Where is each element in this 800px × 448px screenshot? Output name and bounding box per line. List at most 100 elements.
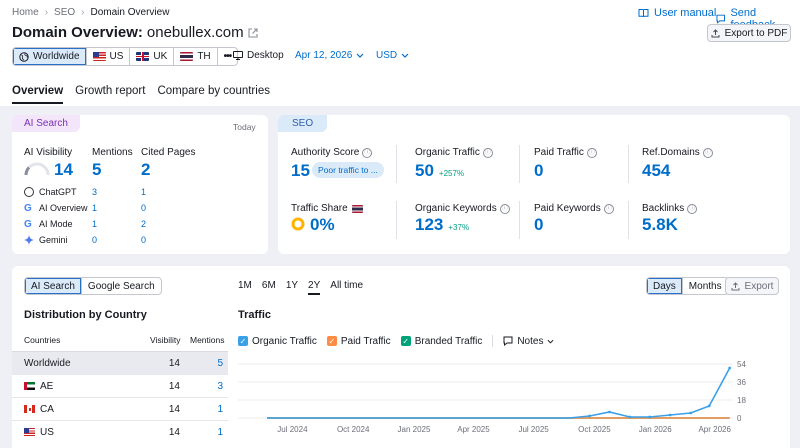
info-icon[interactable]: ⓘ: [499, 203, 510, 214]
x-tick-label: Jan 2026: [639, 425, 672, 434]
organic-traffic-delta: +257%: [438, 169, 465, 178]
more-regions-button[interactable]: •••: [223, 51, 232, 62]
table-row[interactable]: Worldwide 14 5: [12, 351, 228, 374]
paid-traffic-label: Paid Traffic: [534, 147, 584, 158]
traffic-share-value[interactable]: 0%: [310, 215, 335, 234]
region-th[interactable]: TH: [174, 48, 218, 65]
tab-overview[interactable]: Overview: [12, 85, 64, 104]
upload-icon: [711, 28, 720, 37]
ref-domains-value[interactable]: 454: [642, 161, 671, 180]
th-flag-icon: [180, 52, 194, 61]
info-icon[interactable]: ⓘ: [687, 203, 698, 214]
date-selector[interactable]: Apr 12, 2026: [295, 50, 364, 61]
gemini-icon: [24, 235, 34, 245]
table-row[interactable]: US 14 1: [12, 420, 228, 443]
row-mentions[interactable]: 1: [217, 426, 223, 438]
data-point: [588, 414, 591, 418]
data-point: [608, 410, 611, 414]
authority-score-value[interactable]: 15: [291, 161, 310, 180]
range-2y[interactable]: 2Y: [308, 280, 321, 295]
device-selector[interactable]: Desktop: [233, 50, 284, 61]
col-visibility: Visibility: [150, 335, 181, 345]
visibility-gauge-icon: [24, 162, 50, 176]
organic-keywords-delta: +37%: [448, 223, 470, 232]
checkbox-checked-icon: ✓: [238, 336, 248, 346]
platform-mentions[interactable]: 1: [92, 219, 98, 229]
cited-pages-value[interactable]: 2: [141, 160, 151, 179]
info-icon[interactable]: ⓘ: [586, 147, 597, 158]
toggle-months[interactable]: Months: [688, 280, 722, 292]
legend-organic-traffic[interactable]: ✓ Organic Traffic: [238, 336, 317, 347]
row-visibility: 14: [168, 426, 180, 438]
toggle-days[interactable]: Days: [647, 278, 683, 294]
paid-keywords-value[interactable]: 0: [534, 215, 544, 234]
authority-badge[interactable]: Poor traffic to ...: [312, 162, 384, 178]
seo-card: SEO Authority Score ⓘ 15 Poor traffic to…: [278, 115, 790, 254]
platform-cited[interactable]: 2: [141, 219, 147, 229]
notes-dropdown[interactable]: Notes: [503, 336, 554, 347]
ai-visibility-value[interactable]: 14: [54, 160, 73, 179]
row-mentions[interactable]: 1: [217, 403, 223, 415]
platform-cited[interactable]: 0: [141, 235, 147, 245]
currency-selector[interactable]: USD: [376, 50, 409, 61]
toggle-google-search[interactable]: Google Search: [87, 280, 155, 292]
checkbox-checked-icon: ✓: [326, 336, 337, 346]
page-title: Domain Overview: onebullex.com: [12, 24, 258, 41]
traffic-title: Traffic: [238, 309, 272, 321]
info-icon[interactable]: ⓘ: [603, 203, 614, 214]
info-icon[interactable]: ⓘ: [702, 147, 713, 158]
organic-traffic-metric: Organic Traffic ⓘ: [415, 147, 493, 158]
toggle-ai-search[interactable]: AI Search: [25, 278, 82, 294]
data-point: [707, 404, 711, 408]
traffic-chart[interactable]: 54 36 18 0 Jul 2024 Oct 2024 Jan 2025 Apr 2025 J…: [238, 356, 758, 448]
us-flag-icon: [92, 52, 106, 61]
organic-traffic-value[interactable]: 50: [415, 161, 434, 180]
paid-traffic-value[interactable]: 0: [534, 161, 544, 180]
region-worldwide[interactable]: Worldwide: [13, 48, 87, 65]
info-icon[interactable]: ⓘ: [362, 147, 373, 158]
export-pdf-button[interactable]: Export to PDF: [707, 24, 791, 42]
breadcrumb-seo[interactable]: SEO: [54, 7, 76, 18]
external-link-icon[interactable]: [248, 27, 258, 38]
region-uk[interactable]: UK: [130, 48, 175, 65]
info-icon[interactable]: ⓘ: [482, 147, 493, 158]
feedback-icon: [716, 14, 725, 24]
mentions-value[interactable]: 5: [92, 160, 102, 179]
desktop-icon: [233, 51, 243, 60]
table-row[interactable]: AE 14 3: [12, 374, 228, 397]
platform-cited[interactable]: 1: [141, 187, 147, 197]
platform-mentions[interactable]: 0: [92, 235, 98, 245]
data-point: [728, 366, 732, 370]
paid-keywords-label: Paid Keywords: [534, 203, 601, 214]
row-mentions[interactable]: 3: [217, 380, 223, 392]
platform-name: AI Overview: [39, 203, 88, 213]
platform-mentions[interactable]: 3: [92, 187, 98, 197]
region-us[interactable]: US: [87, 48, 131, 65]
row-country: US: [40, 426, 54, 438]
user-manual-link[interactable]: User manual: [638, 7, 716, 19]
platform-mentions[interactable]: 1: [92, 203, 98, 213]
range-all-time[interactable]: All time: [330, 280, 364, 291]
currency-label: USD: [376, 50, 398, 61]
backlinks-value[interactable]: 5.8K: [642, 215, 678, 234]
organic-keywords-value[interactable]: 123: [415, 215, 444, 234]
range-1y[interactable]: 1Y: [285, 280, 299, 291]
breadcrumb-current: Domain Overview: [90, 7, 170, 18]
range-6m[interactable]: 6M: [261, 280, 276, 291]
seo-pill: SEO: [278, 115, 328, 132]
platform-cited[interactable]: 0: [141, 203, 147, 213]
row-mentions[interactable]: 5: [217, 357, 223, 369]
tab-growth-report[interactable]: Growth report: [75, 85, 146, 97]
table-row[interactable]: CA 14 1: [12, 397, 228, 420]
platform-row-gemini: Gemini 0 0: [24, 232, 174, 248]
breadcrumb-home[interactable]: Home: [12, 7, 39, 18]
tab-compare-by-countries[interactable]: Compare by countries: [157, 85, 270, 97]
domain-name: onebullex.com: [146, 24, 244, 41]
y-tick-label: 18: [737, 396, 746, 405]
traffic-share-metric: Traffic Share: [291, 203, 363, 214]
region-worldwide-label: Worldwide: [33, 51, 80, 62]
legend-branded-traffic[interactable]: ✓ Branded Traffic: [400, 336, 482, 347]
export-button[interactable]: Export: [725, 277, 779, 295]
range-1m[interactable]: 1M: [238, 280, 252, 291]
legend-paid-traffic[interactable]: ✓ Paid Traffic: [326, 336, 391, 347]
